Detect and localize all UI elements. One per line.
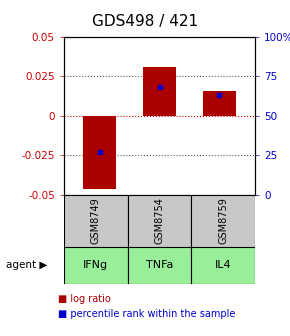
Text: ■ percentile rank within the sample: ■ percentile rank within the sample [58,309,235,319]
Text: IFNg: IFNg [83,260,108,270]
Text: GSM8754: GSM8754 [155,198,164,244]
Text: ■ log ratio: ■ log ratio [58,294,111,304]
Text: TNFa: TNFa [146,260,173,270]
Text: GSM8759: GSM8759 [218,198,228,244]
Bar [191,247,255,284]
Text: IL4: IL4 [215,260,232,270]
Bar [83,116,116,188]
Bar [143,67,176,116]
Bar [64,247,128,284]
Text: agent ▶: agent ▶ [6,260,47,270]
Bar [64,195,128,247]
Bar [128,195,191,247]
Bar [191,195,255,247]
Bar [203,91,236,116]
Text: GSM8749: GSM8749 [91,198,101,244]
Bar [128,247,191,284]
Text: GDS498 / 421: GDS498 / 421 [92,14,198,29]
